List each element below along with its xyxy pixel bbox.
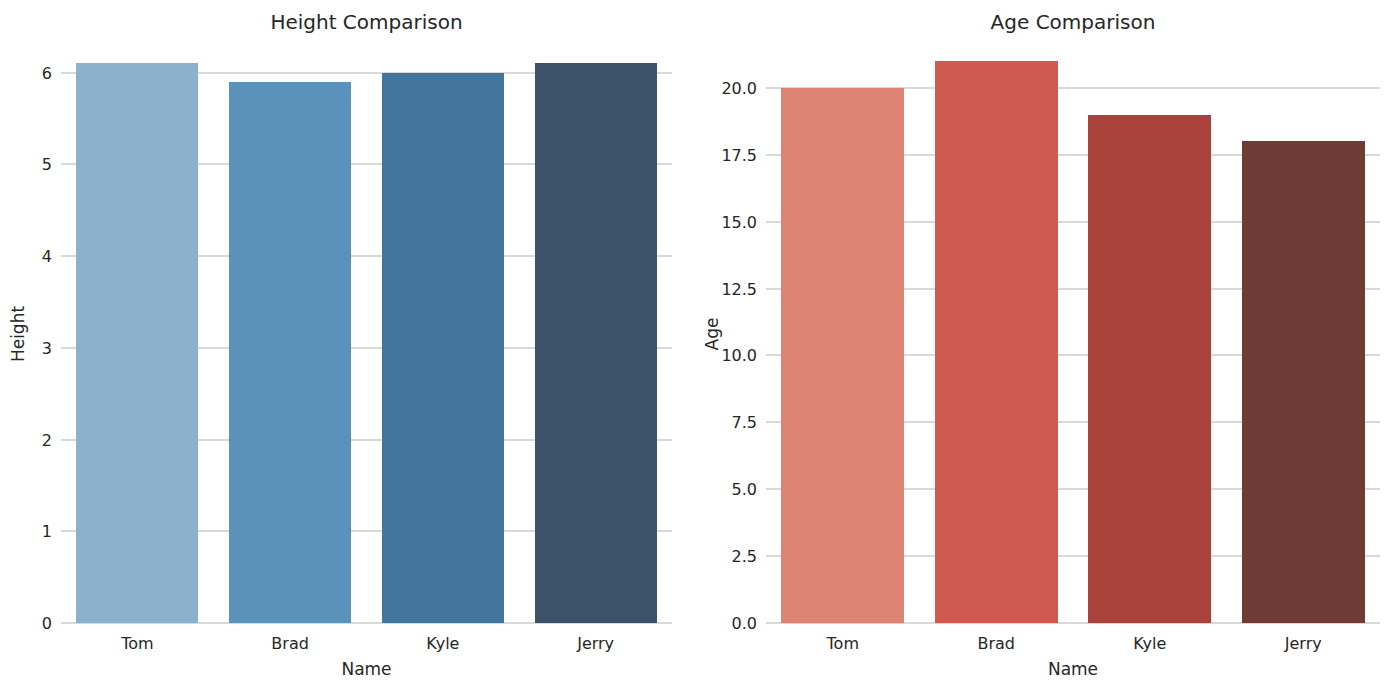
age-chart-title: Age Comparison xyxy=(766,10,1380,34)
bar-height-brad xyxy=(229,82,351,623)
xtick-label-brad: Brad xyxy=(920,634,1074,653)
xtick-label-tom: Tom xyxy=(766,634,920,653)
ytick-label: 6 xyxy=(0,63,52,82)
age-chart-plot-area xyxy=(766,45,1380,623)
ytick-label: 17.5 xyxy=(687,145,757,164)
ytick-label: 15.0 xyxy=(687,212,757,231)
height-chart-xlabel: Name xyxy=(61,659,672,679)
xtick-label-jerry: Jerry xyxy=(1227,634,1381,653)
bar-age-jerry xyxy=(1242,141,1365,623)
age-chart-xlabel: Name xyxy=(766,659,1380,679)
ytick-label: 3 xyxy=(0,338,52,357)
figure-canvas: Height Comparison Height Name Age Compar… xyxy=(0,0,1389,690)
ytick-label: 1 xyxy=(0,522,52,541)
ytick-label: 2 xyxy=(0,430,52,449)
xtick-label-jerry: Jerry xyxy=(519,634,672,653)
bar-height-jerry xyxy=(535,63,657,623)
ytick-label: 0.0 xyxy=(687,614,757,633)
ytick-label: 0 xyxy=(0,614,52,633)
xtick-label-kyle: Kyle xyxy=(367,634,520,653)
bar-age-brad xyxy=(935,61,1058,623)
bar-age-kyle xyxy=(1088,115,1211,623)
height-chart-title: Height Comparison xyxy=(61,10,672,34)
ytick-label: 12.5 xyxy=(687,279,757,298)
bar-age-tom xyxy=(781,88,904,623)
ytick-label: 4 xyxy=(0,247,52,266)
height-chart-plot-area xyxy=(61,45,672,623)
ytick-label: 5.0 xyxy=(687,480,757,499)
xtick-label-brad: Brad xyxy=(214,634,367,653)
ytick-label: 20.0 xyxy=(687,78,757,97)
bar-height-kyle xyxy=(382,73,504,623)
xtick-label-kyle: Kyle xyxy=(1073,634,1227,653)
ytick-label: 5 xyxy=(0,155,52,174)
ytick-label: 7.5 xyxy=(687,413,757,432)
ytick-label: 10.0 xyxy=(687,346,757,365)
bar-height-tom xyxy=(76,63,198,623)
ytick-label: 2.5 xyxy=(687,547,757,566)
xtick-label-tom: Tom xyxy=(61,634,214,653)
